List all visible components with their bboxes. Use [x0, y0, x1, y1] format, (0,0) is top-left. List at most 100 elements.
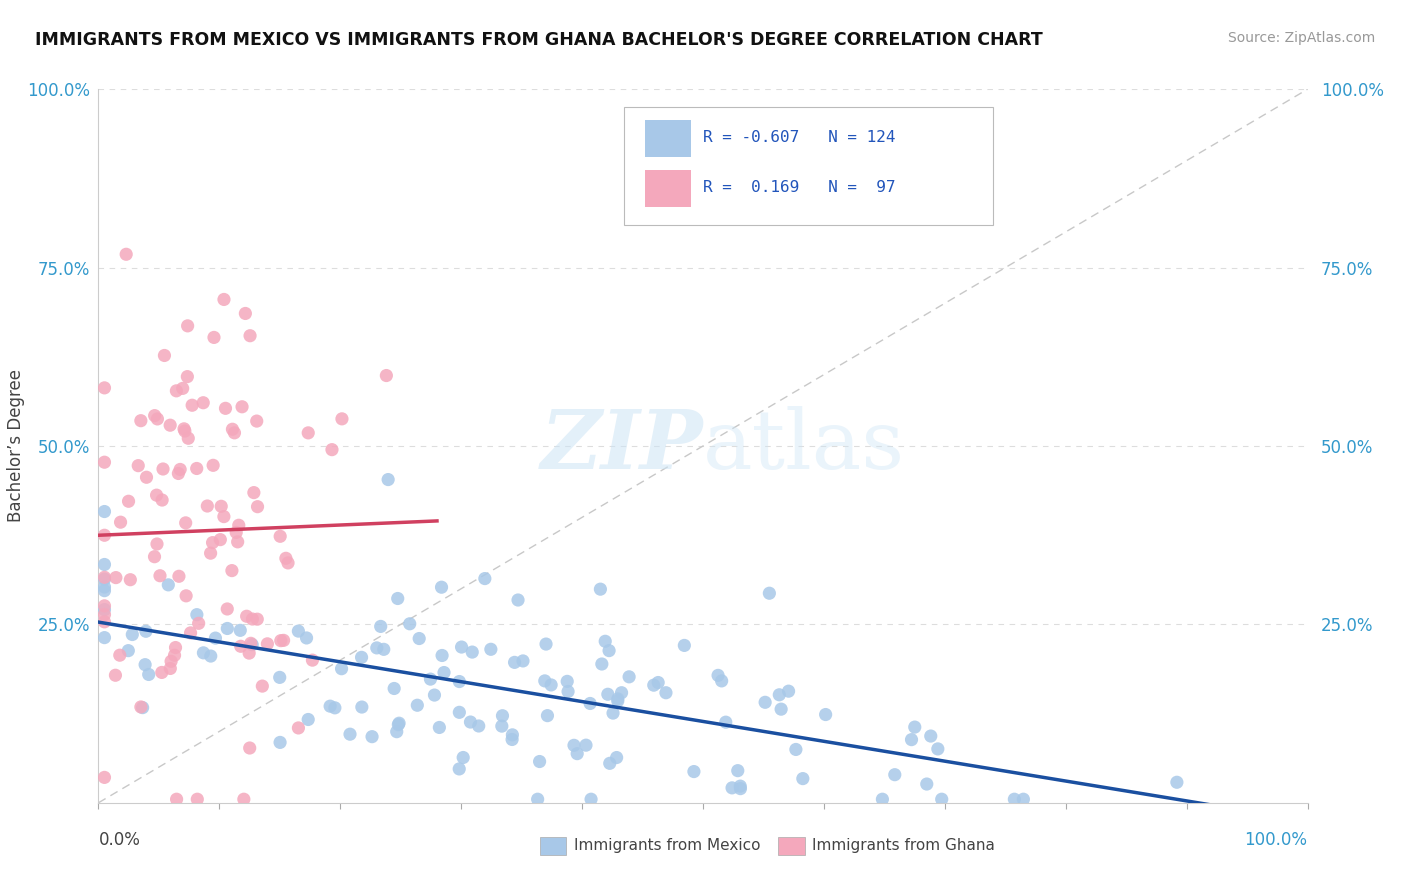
Point — [297, 713, 319, 727]
Point — [117, 494, 139, 508]
Point — [135, 470, 157, 484]
Point — [93, 583, 115, 598]
Point — [602, 706, 624, 720]
Point — [93, 631, 115, 645]
Point — [491, 719, 513, 733]
Point — [673, 639, 696, 653]
Text: R =  0.169   N =  97: R = 0.169 N = 97 — [703, 180, 896, 195]
Point — [202, 330, 225, 344]
Point — [778, 684, 800, 698]
Point — [501, 732, 523, 747]
Point — [200, 648, 222, 663]
Point — [165, 384, 187, 398]
Point — [135, 624, 157, 639]
Point — [562, 739, 585, 753]
Point — [295, 631, 318, 645]
Point — [228, 518, 250, 533]
Point — [883, 767, 905, 781]
FancyBboxPatch shape — [540, 837, 567, 855]
Point — [330, 412, 353, 426]
Point — [920, 729, 942, 743]
Point — [339, 727, 361, 741]
Point — [714, 715, 737, 730]
Point — [159, 661, 181, 675]
FancyBboxPatch shape — [645, 120, 690, 157]
Point — [529, 755, 551, 769]
Point — [127, 458, 149, 473]
Point — [754, 695, 776, 709]
Point — [710, 673, 733, 688]
Point — [143, 549, 166, 564]
Point — [181, 398, 204, 412]
Point — [730, 779, 752, 793]
Point — [212, 509, 235, 524]
Point — [165, 640, 187, 655]
FancyBboxPatch shape — [624, 107, 993, 225]
Point — [256, 637, 278, 651]
Point — [166, 792, 188, 806]
Text: Source: ZipAtlas.com: Source: ZipAtlas.com — [1227, 31, 1375, 45]
Point — [129, 700, 152, 714]
Point — [146, 537, 169, 551]
Point — [239, 328, 262, 343]
Point — [785, 742, 807, 756]
Point — [121, 627, 143, 641]
Point — [195, 499, 218, 513]
Point — [287, 624, 309, 639]
Point — [167, 467, 190, 481]
Point — [460, 714, 482, 729]
Point — [589, 582, 612, 597]
Point — [387, 591, 409, 606]
Point — [567, 747, 589, 761]
Point — [273, 633, 295, 648]
Point — [606, 692, 628, 706]
Point — [450, 640, 472, 654]
Point — [915, 777, 938, 791]
Point — [115, 247, 138, 261]
Point — [501, 728, 523, 742]
Point — [229, 640, 252, 654]
Point — [242, 612, 264, 626]
Point — [201, 535, 224, 549]
Point — [176, 318, 198, 333]
Point — [150, 665, 173, 680]
Point — [526, 792, 548, 806]
Point — [231, 400, 253, 414]
Point — [451, 750, 474, 764]
Point — [246, 500, 269, 514]
Point — [377, 473, 399, 487]
Point — [768, 688, 790, 702]
Point — [143, 409, 166, 423]
Point — [350, 700, 373, 714]
Point — [449, 762, 471, 776]
Point — [225, 525, 247, 540]
Point — [131, 700, 153, 714]
Point — [252, 679, 274, 693]
Point — [93, 572, 115, 586]
Point — [104, 571, 127, 585]
Point — [423, 688, 446, 702]
Point — [610, 686, 633, 700]
Point — [579, 697, 602, 711]
Point — [398, 616, 420, 631]
Point — [350, 650, 373, 665]
Text: R = -0.607   N = 124: R = -0.607 N = 124 — [703, 130, 896, 145]
Point — [479, 642, 502, 657]
Point — [900, 732, 922, 747]
Point — [246, 414, 269, 428]
Point — [277, 556, 299, 570]
Point — [93, 580, 115, 594]
Point — [361, 730, 384, 744]
Point — [108, 648, 131, 663]
Point — [221, 422, 243, 436]
Point — [707, 668, 730, 682]
Point — [186, 792, 208, 806]
Point — [120, 573, 142, 587]
Point — [93, 570, 115, 584]
Point — [153, 349, 176, 363]
Point — [606, 750, 628, 764]
Point — [214, 401, 236, 416]
Point — [200, 546, 222, 560]
Point — [647, 675, 669, 690]
Point — [655, 686, 678, 700]
